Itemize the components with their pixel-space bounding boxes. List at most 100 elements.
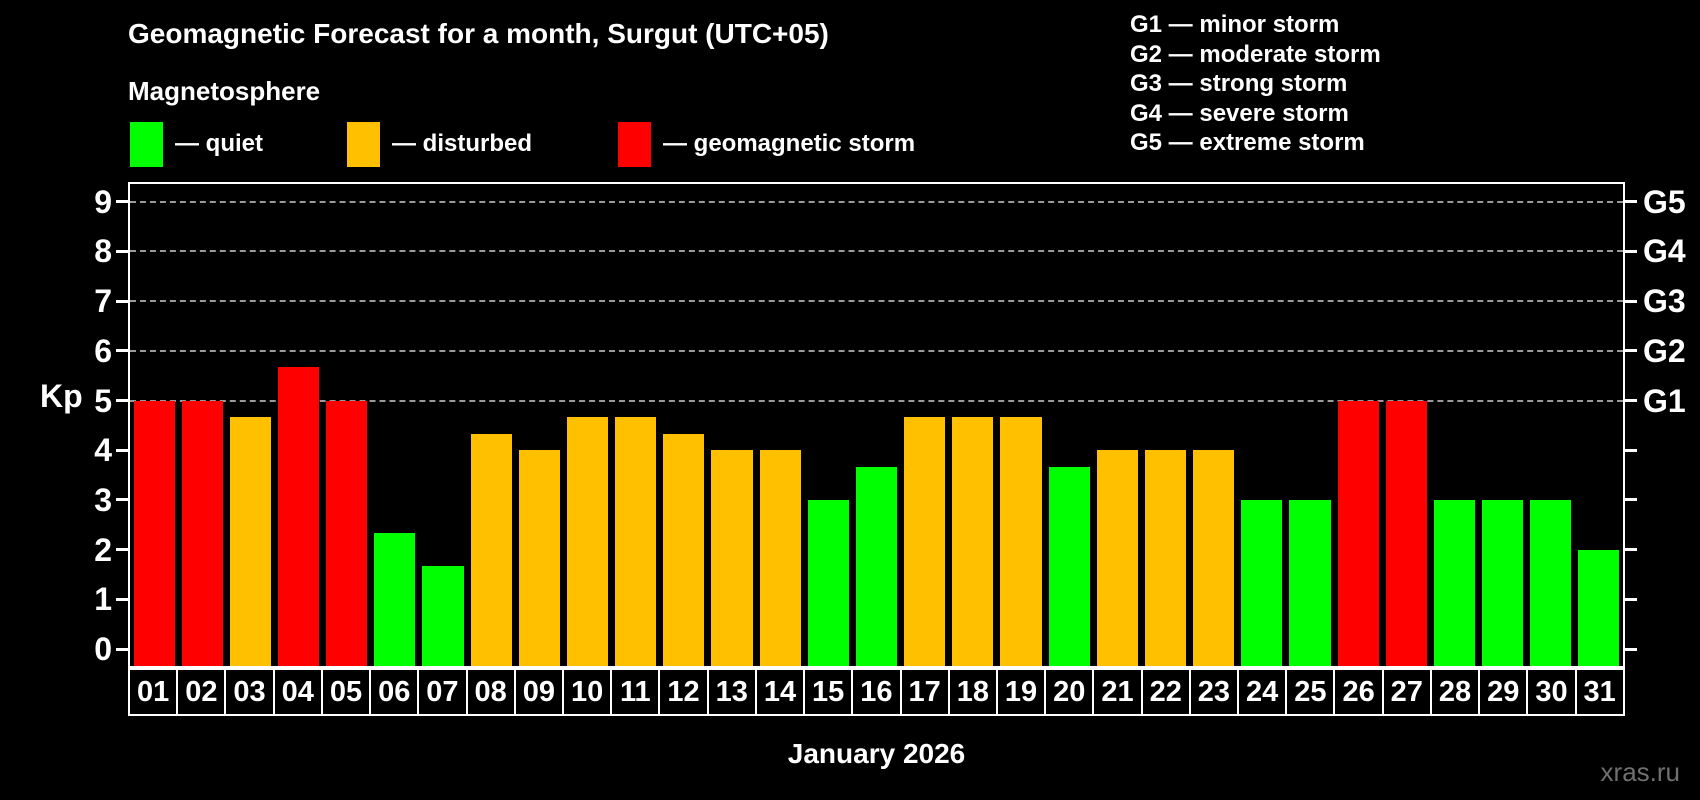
storm-scale-legend-line: G2 — moderate storm <box>1130 40 1381 68</box>
quiet-legend-label: — quiet <box>175 130 263 157</box>
kp-bar-day-09 <box>518 450 560 666</box>
kp-bar-day-05 <box>326 400 368 666</box>
y-axis-tick-right <box>1625 647 1637 651</box>
day-label-cell: 25 <box>1285 668 1336 716</box>
grid-line-kp9 <box>130 200 1623 203</box>
day-label-cell: 09 <box>513 668 564 716</box>
y-axis-tick-left <box>116 647 128 651</box>
day-label-cell: 05 <box>320 668 372 716</box>
day-label-cell: 02 <box>176 668 227 716</box>
right-axis-label-G5: G5 <box>1643 183 1686 220</box>
y-axis-tick-left <box>116 249 128 253</box>
kp-bar-day-21 <box>1096 450 1138 666</box>
day-label-cell: 29 <box>1478 668 1529 716</box>
right-axis-label-G1: G1 <box>1643 382 1686 419</box>
day-label-cell: 04 <box>272 668 323 716</box>
y-axis-tick-left <box>116 299 128 303</box>
storm-scale-legend: G1 — minor storm G2 — moderate storm G3 — … <box>1130 10 1381 158</box>
kp-bar-day-29 <box>1482 499 1524 666</box>
quiet-color-swatch <box>130 122 163 167</box>
y-axis-label-5: 5 <box>94 382 112 419</box>
storm-legend-label: — geomagnetic storm <box>663 130 916 157</box>
y-axis-title: Kp <box>40 378 83 414</box>
watermark-text: xras.ru <box>1600 757 1680 787</box>
storm-scale-legend-line: G3 — strong storm <box>1130 70 1348 97</box>
day-label-cell: 12 <box>658 668 709 716</box>
kp-bar-day-23 <box>1193 450 1235 666</box>
day-label-cell: 22 <box>1140 668 1191 716</box>
kp-bar-day-31 <box>1578 549 1620 666</box>
y-axis-tick-right <box>1625 399 1637 402</box>
y-axis-label-2: 2 <box>94 531 112 568</box>
y-axis-tick-right <box>1625 249 1637 253</box>
day-label-cell: 07 <box>417 668 468 716</box>
y-axis-label-0: 0 <box>94 631 112 667</box>
kp-bar-day-10 <box>566 416 609 666</box>
y-axis-tick-left <box>116 498 128 502</box>
y-axis-tick-left <box>116 200 128 204</box>
day-label-cell: 08 <box>465 668 516 716</box>
day-label-cell: 28 <box>1429 668 1481 716</box>
y-axis-tick-right <box>1625 349 1637 353</box>
kp-bar-day-04 <box>277 367 320 666</box>
kp-bar-day-25 <box>1289 499 1331 666</box>
storm-color-swatch <box>618 122 651 167</box>
kp-bar-day-15 <box>807 499 849 666</box>
day-label-cell: 11 <box>610 668 661 716</box>
kp-bar-day-07 <box>422 566 464 666</box>
kp-bar-day-01 <box>133 400 175 666</box>
y-axis-label-7: 7 <box>94 283 112 320</box>
right-axis-label-G2: G2 <box>1643 332 1686 369</box>
day-label-cell: 27 <box>1381 668 1432 716</box>
day-label-cell: 03 <box>224 668 275 716</box>
day-label-cell: 23 <box>1188 668 1240 716</box>
right-axis-label-G3: G3 <box>1643 283 1686 320</box>
y-axis-tick-left <box>116 597 128 601</box>
day-label-cell: 06 <box>369 668 420 716</box>
day-label-cell: 30 <box>1526 668 1577 716</box>
y-axis-tick-left <box>116 349 128 353</box>
storm-scale-legend-line: G4 — severe storm <box>1130 99 1349 127</box>
y-axis-label-9: 9 <box>94 183 112 220</box>
day-label-cell: 18 <box>947 668 998 716</box>
day-label-cell: 10 <box>561 668 613 716</box>
disturbed-color-swatch <box>347 122 380 167</box>
y-axis-tick-right <box>1625 299 1637 303</box>
kp-bar-day-27 <box>1385 400 1427 666</box>
y-axis-tick-left <box>116 448 128 452</box>
y-axis-label-1: 1 <box>94 581 112 618</box>
y-axis-label-8: 8 <box>94 233 112 270</box>
day-label-cell: 20 <box>1044 668 1095 716</box>
day-label-cell: 14 <box>754 668 806 716</box>
kp-bar-day-18 <box>952 416 994 666</box>
y-axis-tick-left <box>116 399 128 402</box>
storm-scale-legend-line: G1 — minor storm <box>1130 11 1340 38</box>
y-axis-tick-right <box>1625 448 1637 452</box>
kp-bar-day-16 <box>855 466 898 666</box>
day-label-cell: 13 <box>706 668 757 716</box>
day-label-cell: 24 <box>1237 668 1288 716</box>
kp-bar-day-30 <box>1530 499 1572 666</box>
y-axis-label-3: 3 <box>94 481 112 518</box>
y-axis-tick-right <box>1625 548 1637 552</box>
grid-line-kp7 <box>130 300 1623 303</box>
kp-bar-day-28 <box>1433 499 1475 666</box>
disturbed-legend-label: — disturbed <box>392 130 533 157</box>
kp-bar-day-12 <box>663 433 705 666</box>
y-axis-tick-left <box>116 548 128 552</box>
y-axis-label-6: 6 <box>94 332 112 369</box>
x-axis-day-labels: 01 02 03 04 05 06 07 08 09 10 11 12 13 14 15 16 17 18 19 20… <box>128 668 1625 716</box>
x-axis-title: January 2026 <box>787 738 966 769</box>
day-label-cell: 01 <box>128 668 179 716</box>
day-label-cell: 26 <box>1333 668 1384 716</box>
kp-bar-day-03 <box>229 416 271 666</box>
kp-bar-day-14 <box>759 450 801 666</box>
day-label-cell: 16 <box>851 668 902 716</box>
y-axis-label-4: 4 <box>94 432 112 469</box>
chart-title: Geomagnetic Forecast for a month, Surgut… <box>128 18 829 49</box>
kp-bar-day-26 <box>1337 400 1379 666</box>
grid-line-kp8 <box>130 250 1623 253</box>
day-label-cell: 17 <box>899 668 950 716</box>
y-axis-tick-right <box>1625 200 1637 204</box>
kp-bar-day-20 <box>1048 466 1090 666</box>
